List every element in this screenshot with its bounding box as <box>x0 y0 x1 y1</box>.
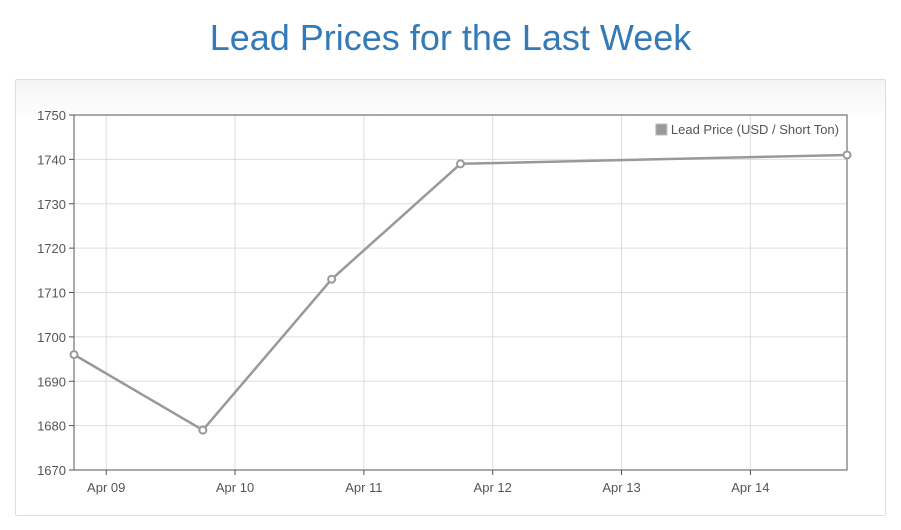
x-tick-label: Apr 13 <box>602 480 640 495</box>
y-tick-label: 1700 <box>37 330 66 345</box>
y-axis-ticks: 1670 1680 1690 1700 1710 1720 1730 1740 1750 <box>37 108 74 478</box>
x-tick-label: Apr 12 <box>474 480 512 495</box>
x-axis-ticks: Apr 09 Apr 10 Apr 11 Apr 12 Apr 13 Apr 14 <box>87 470 770 495</box>
data-point[interactable] <box>456 159 465 169</box>
legend[interactable]: Lead Price (USD / Short Ton) <box>655 122 839 137</box>
y-tick-label: 1690 <box>37 374 66 389</box>
chart-panel: 1670 1680 1690 1700 1710 1720 1730 1740 1750 Apr… <box>15 79 886 516</box>
page-title: Lead Prices for the Last Week <box>209 17 692 58</box>
data-point[interactable] <box>198 425 208 435</box>
y-tick-label: 1710 <box>37 286 66 301</box>
y-tick-label: 1750 <box>37 108 66 123</box>
y-tick-label: 1720 <box>37 241 66 256</box>
legend-label: Lead Price (USD / Short Ton) <box>671 122 839 137</box>
line-chart: 1670 1680 1690 1700 1710 1720 1730 1740 1750 Apr… <box>37 108 852 495</box>
y-tick-label: 1740 <box>37 152 66 167</box>
data-point[interactable] <box>69 350 79 360</box>
x-tick-label: Apr 14 <box>731 480 769 495</box>
y-tick-label: 1680 <box>37 419 66 434</box>
legend-swatch <box>655 123 668 136</box>
y-tick-label: 1730 <box>37 197 66 212</box>
x-tick-label: Apr 10 <box>216 480 254 495</box>
data-point[interactable] <box>842 150 852 160</box>
grid <box>74 114 847 471</box>
series <box>69 150 852 435</box>
data-point[interactable] <box>327 274 337 284</box>
y-tick-label: 1670 <box>37 463 66 478</box>
x-tick-label: Apr 11 <box>345 480 382 495</box>
plot-frame <box>73 114 848 471</box>
x-tick-label: Apr 09 <box>87 480 125 495</box>
